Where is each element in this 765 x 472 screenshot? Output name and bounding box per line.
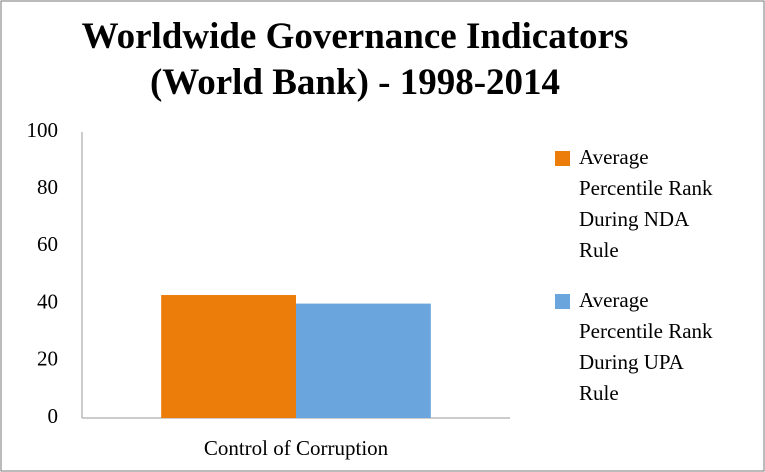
legend-label: Average Percentile Rank During NDA Rule [579, 145, 713, 262]
y-tick-label: 80 [37, 175, 58, 199]
bar [296, 303, 431, 418]
legend-swatch [555, 151, 570, 166]
y-tick-label: 40 [37, 289, 58, 313]
bar [161, 295, 296, 418]
chart-title: Worldwide Governance Indicators (World B… [81, 16, 629, 103]
legend-swatch [555, 294, 570, 309]
y-tick-label: 20 [37, 347, 58, 371]
x-tick-label: Control of Corruption [204, 436, 389, 460]
y-tick-label: 60 [37, 232, 58, 256]
y-tick-label: 0 [48, 404, 59, 428]
y-tick-label: 100 [27, 118, 59, 142]
legend-label: Average Percentile Rank During UPA Rule [579, 288, 713, 405]
